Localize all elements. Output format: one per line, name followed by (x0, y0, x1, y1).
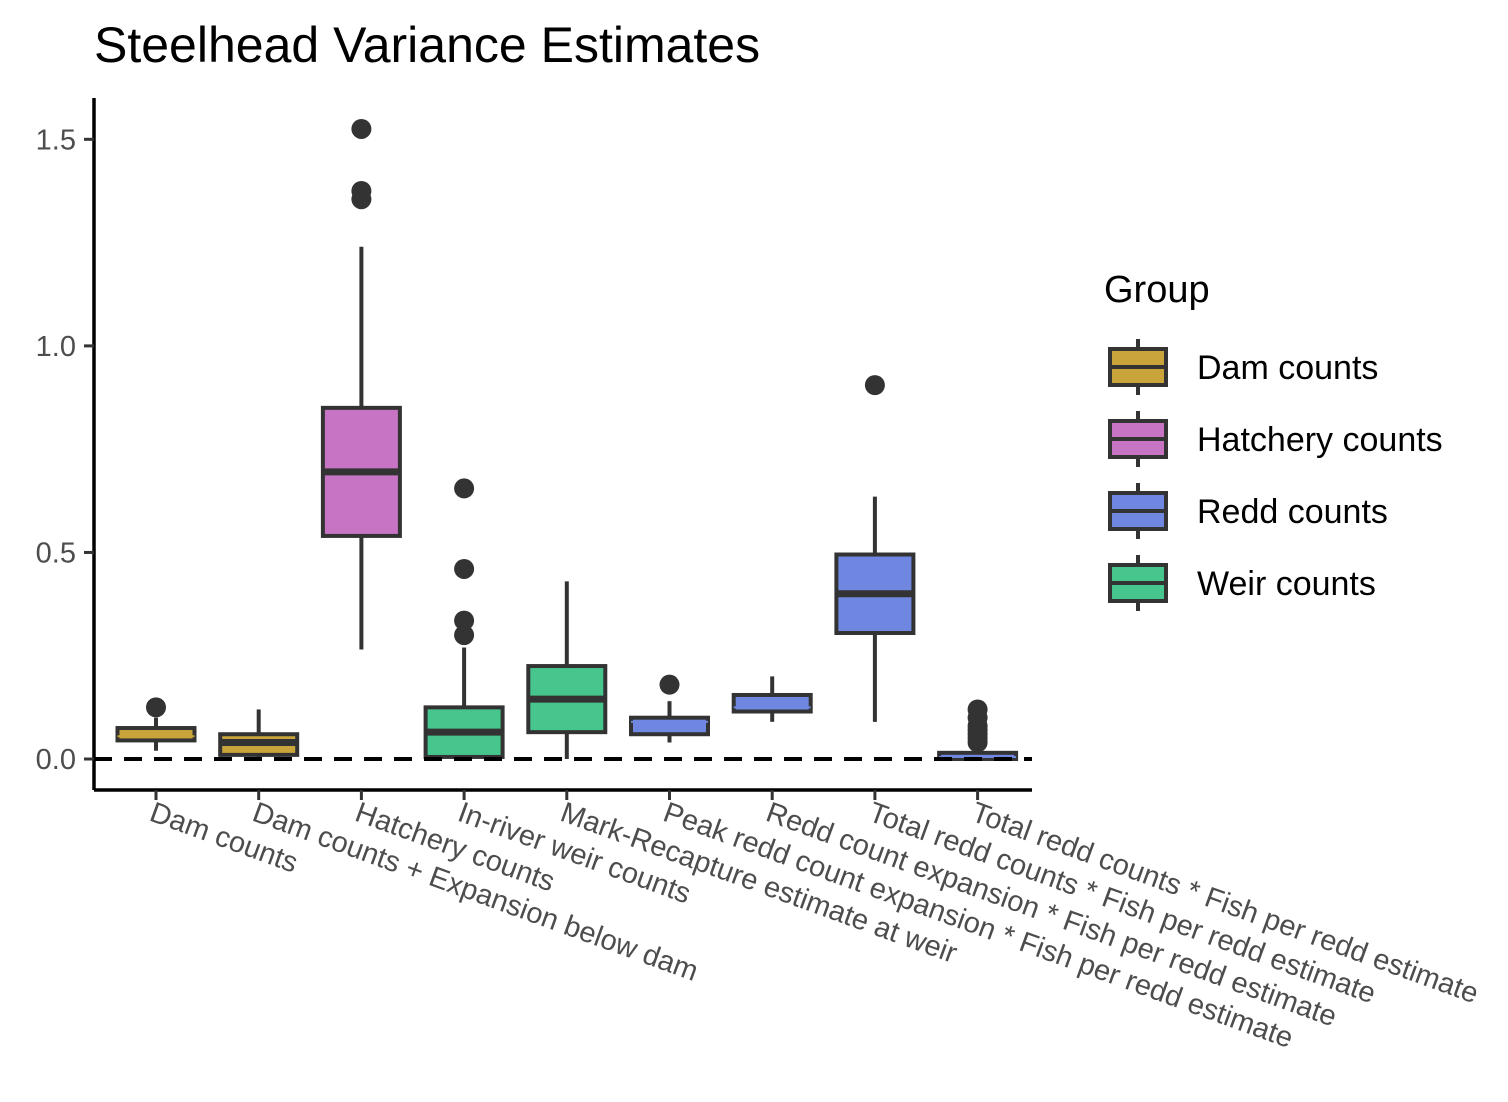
box-outlier-point (454, 610, 475, 631)
y-tick-label: 1.5 (36, 124, 76, 156)
box-outlier-point (454, 558, 475, 579)
box-4 (423, 478, 505, 760)
plot-area (115, 118, 1019, 762)
box-body (731, 692, 813, 714)
y-tick-label: 0.0 (36, 744, 76, 776)
box-9 (937, 699, 1019, 762)
box-outlier-point (146, 697, 166, 718)
box-body (629, 715, 710, 737)
box-5 (526, 581, 608, 760)
legend-label: Redd counts (1197, 493, 1388, 531)
legend-title: Group (1104, 269, 1210, 311)
box-outlier-point (659, 674, 680, 695)
legend-item: Redd counts (1108, 483, 1388, 539)
box-7 (731, 676, 813, 722)
legend-item: Weir counts (1108, 555, 1376, 611)
legend-label: Hatchery counts (1197, 421, 1443, 459)
box-8 (834, 375, 916, 722)
legend-label: Dam counts (1197, 349, 1378, 387)
legend: Group Dam counts Hatchery counts Redd coun… (1104, 269, 1443, 611)
legend-item: Hatchery counts (1108, 411, 1443, 467)
box-outlier-point (864, 375, 885, 396)
box-outlier-point (454, 478, 475, 499)
box-body (115, 726, 197, 743)
box-1 (115, 697, 197, 751)
legend-item: Dam counts (1108, 339, 1378, 395)
box-3 (320, 118, 402, 650)
chart-title: Steelhead Variance Estimates (94, 17, 760, 73)
box-outlier-point (351, 180, 372, 201)
box-2 (218, 709, 300, 760)
y-tick-label: 0.5 (36, 537, 76, 569)
box-outlier-point (351, 118, 372, 139)
legend-label: Weir counts (1197, 565, 1376, 603)
y-tick-label: 1.0 (36, 331, 76, 363)
box-6 (629, 674, 710, 743)
box-outlier-point (967, 699, 988, 720)
box-outlier-point (454, 625, 475, 646)
